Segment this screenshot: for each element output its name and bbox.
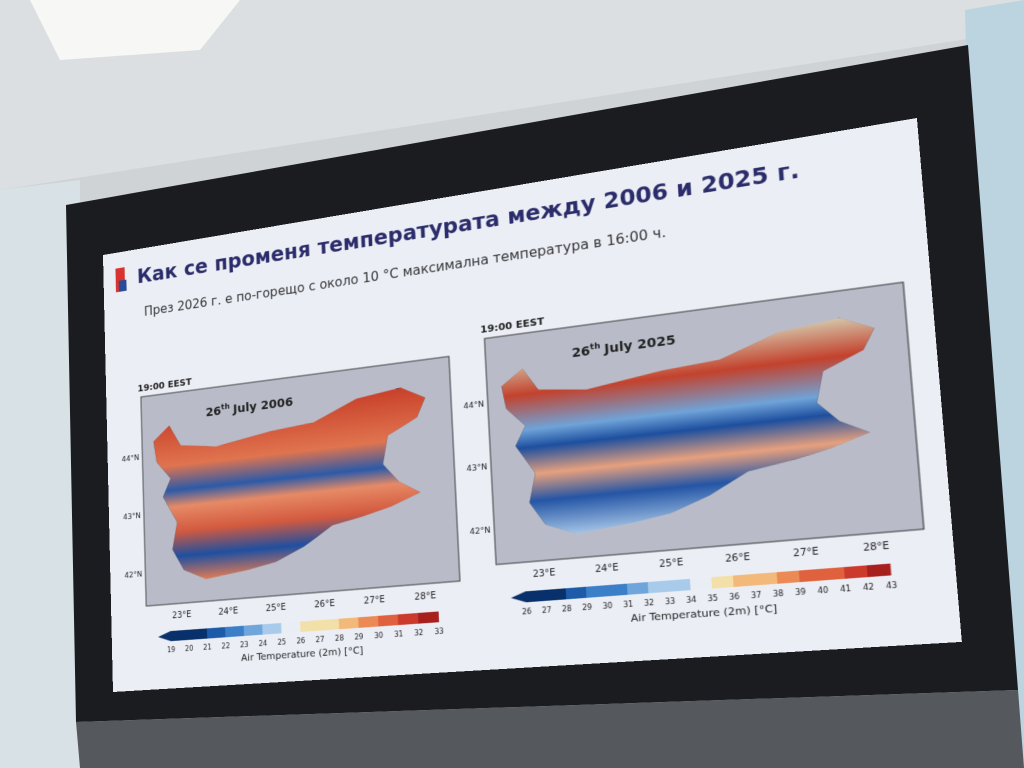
colorbar-cell <box>668 578 692 592</box>
colorbar-cell <box>188 628 208 640</box>
lon-tick-label: 24°E <box>595 561 619 574</box>
colorbar-tick-label: 41 <box>840 584 852 594</box>
colorbar-tick-label: 37 <box>751 591 762 601</box>
colorbar-cell <box>545 588 567 601</box>
colorbar-cell <box>776 570 801 584</box>
date-suffix: th <box>221 402 230 412</box>
lat-tick-label: 43°N <box>466 462 487 473</box>
colorbar-tick-label: 26 <box>296 637 305 646</box>
colorbar-tick-label: 32 <box>414 629 424 638</box>
colorbar-cell <box>866 563 892 578</box>
lon-tick-label: 27°E <box>793 545 820 558</box>
lon-tick-label: 24°E <box>218 605 238 617</box>
colorbar-tick-label: 39 <box>795 588 807 598</box>
lon-tick-label: 28°E <box>414 590 436 602</box>
lon-tick-label: 28°E <box>863 539 891 553</box>
colorbar-tick-label: 33 <box>665 597 676 606</box>
colorbar-cell <box>377 614 399 627</box>
colorbar-tick-label: 24 <box>259 640 268 649</box>
colorbar-cell <box>300 620 321 632</box>
ceiling <box>0 0 1024 190</box>
ceiling-light <box>30 0 240 60</box>
colorbar-tick-label: 28 <box>562 605 572 614</box>
colorbar-cell <box>626 582 649 595</box>
colorbar-tick-label: 40 <box>817 586 829 596</box>
colorbar-cell <box>358 615 379 628</box>
colorbar-tick-label: 22 <box>221 642 230 650</box>
colorbar-tick-label: 34 <box>686 596 697 605</box>
colorbar-cell <box>417 611 440 624</box>
colorbar-cell <box>281 621 301 634</box>
colorbar-cell <box>170 629 190 642</box>
colorbar-tick-label: 32 <box>644 599 655 608</box>
window <box>965 0 1024 768</box>
colorbar-tick-label: 23 <box>240 641 249 649</box>
lat-tick-label: 43°N <box>123 511 141 521</box>
colorbar-cell <box>243 624 264 636</box>
lon-tick-label: 26°E <box>725 551 751 564</box>
colorbar-tick-label: 31 <box>623 600 634 609</box>
lon-tick-label: 26°E <box>314 598 335 610</box>
colorbar-cell <box>732 573 756 588</box>
lat-tick-label: 42°N <box>124 570 142 580</box>
logo-part <box>118 279 127 292</box>
colorbar-tick-label: 36 <box>729 592 740 602</box>
colorbar-tick-label: 27 <box>542 606 552 615</box>
colorbar-tick-label: 29 <box>582 603 593 612</box>
colorbar-tick-label: 30 <box>374 632 383 641</box>
lon-tick-label: 23°E <box>532 566 556 579</box>
colorbar-cell <box>525 589 547 603</box>
colorbar-cell <box>798 568 823 583</box>
colorbar-tick-label: 31 <box>394 630 404 639</box>
colorbar-tick-label: 42 <box>863 583 875 593</box>
date-suffix: th <box>590 341 601 352</box>
date-day: 26 <box>571 343 590 361</box>
colorbar-tick-label: 43 <box>886 581 898 591</box>
colorbar-cell <box>262 622 282 635</box>
colorbar-tick-label: 19 <box>167 646 175 654</box>
colorbar-cell <box>689 577 713 591</box>
date-day: 26 <box>205 404 221 420</box>
colorbar-cell <box>206 627 226 639</box>
colorbar-tick-label: 25 <box>277 638 286 647</box>
colorbar-tick-label: 33 <box>434 627 444 636</box>
lat-tick-label: 42°N <box>470 526 491 537</box>
colorbar-tick-label: 20 <box>185 645 194 653</box>
colorbar-cell <box>606 583 629 597</box>
colorbar-cell <box>843 565 869 579</box>
colorbar-tick-label: 35 <box>707 594 718 604</box>
lon-tick-label: 23°E <box>172 609 192 620</box>
colorbar-cell <box>565 586 587 600</box>
colorbar-tick-label: 27 <box>316 636 325 645</box>
colorbar-cell <box>647 580 670 594</box>
colorbar-tick-label: 21 <box>203 643 212 651</box>
colorbar-tick-label: 26 <box>522 607 532 616</box>
lon-tick-label: 25°E <box>659 556 684 569</box>
lat-tick-label: 44°N <box>122 453 140 464</box>
colorbar-cell <box>711 575 735 589</box>
colorbar-cell <box>225 625 245 638</box>
colorbar-cell <box>754 572 779 586</box>
colorbar-tick-label: 30 <box>602 602 613 611</box>
left-window <box>0 180 80 768</box>
lower-wall <box>76 690 1024 768</box>
colorbar-cell <box>397 612 419 626</box>
colorbar-cell <box>585 585 608 598</box>
lat-tick-label: 44°N <box>463 399 484 411</box>
colorbar-cell <box>821 567 846 581</box>
colorbar-tick-label: 29 <box>354 633 363 642</box>
colorbar-tick-label: 38 <box>773 589 785 599</box>
lon-tick-label: 25°E <box>266 601 287 613</box>
colorbar-cell <box>319 618 340 631</box>
colorbar-cell <box>338 617 360 630</box>
lon-tick-label: 27°E <box>364 594 386 606</box>
colorbar-tick-label: 28 <box>335 634 344 643</box>
